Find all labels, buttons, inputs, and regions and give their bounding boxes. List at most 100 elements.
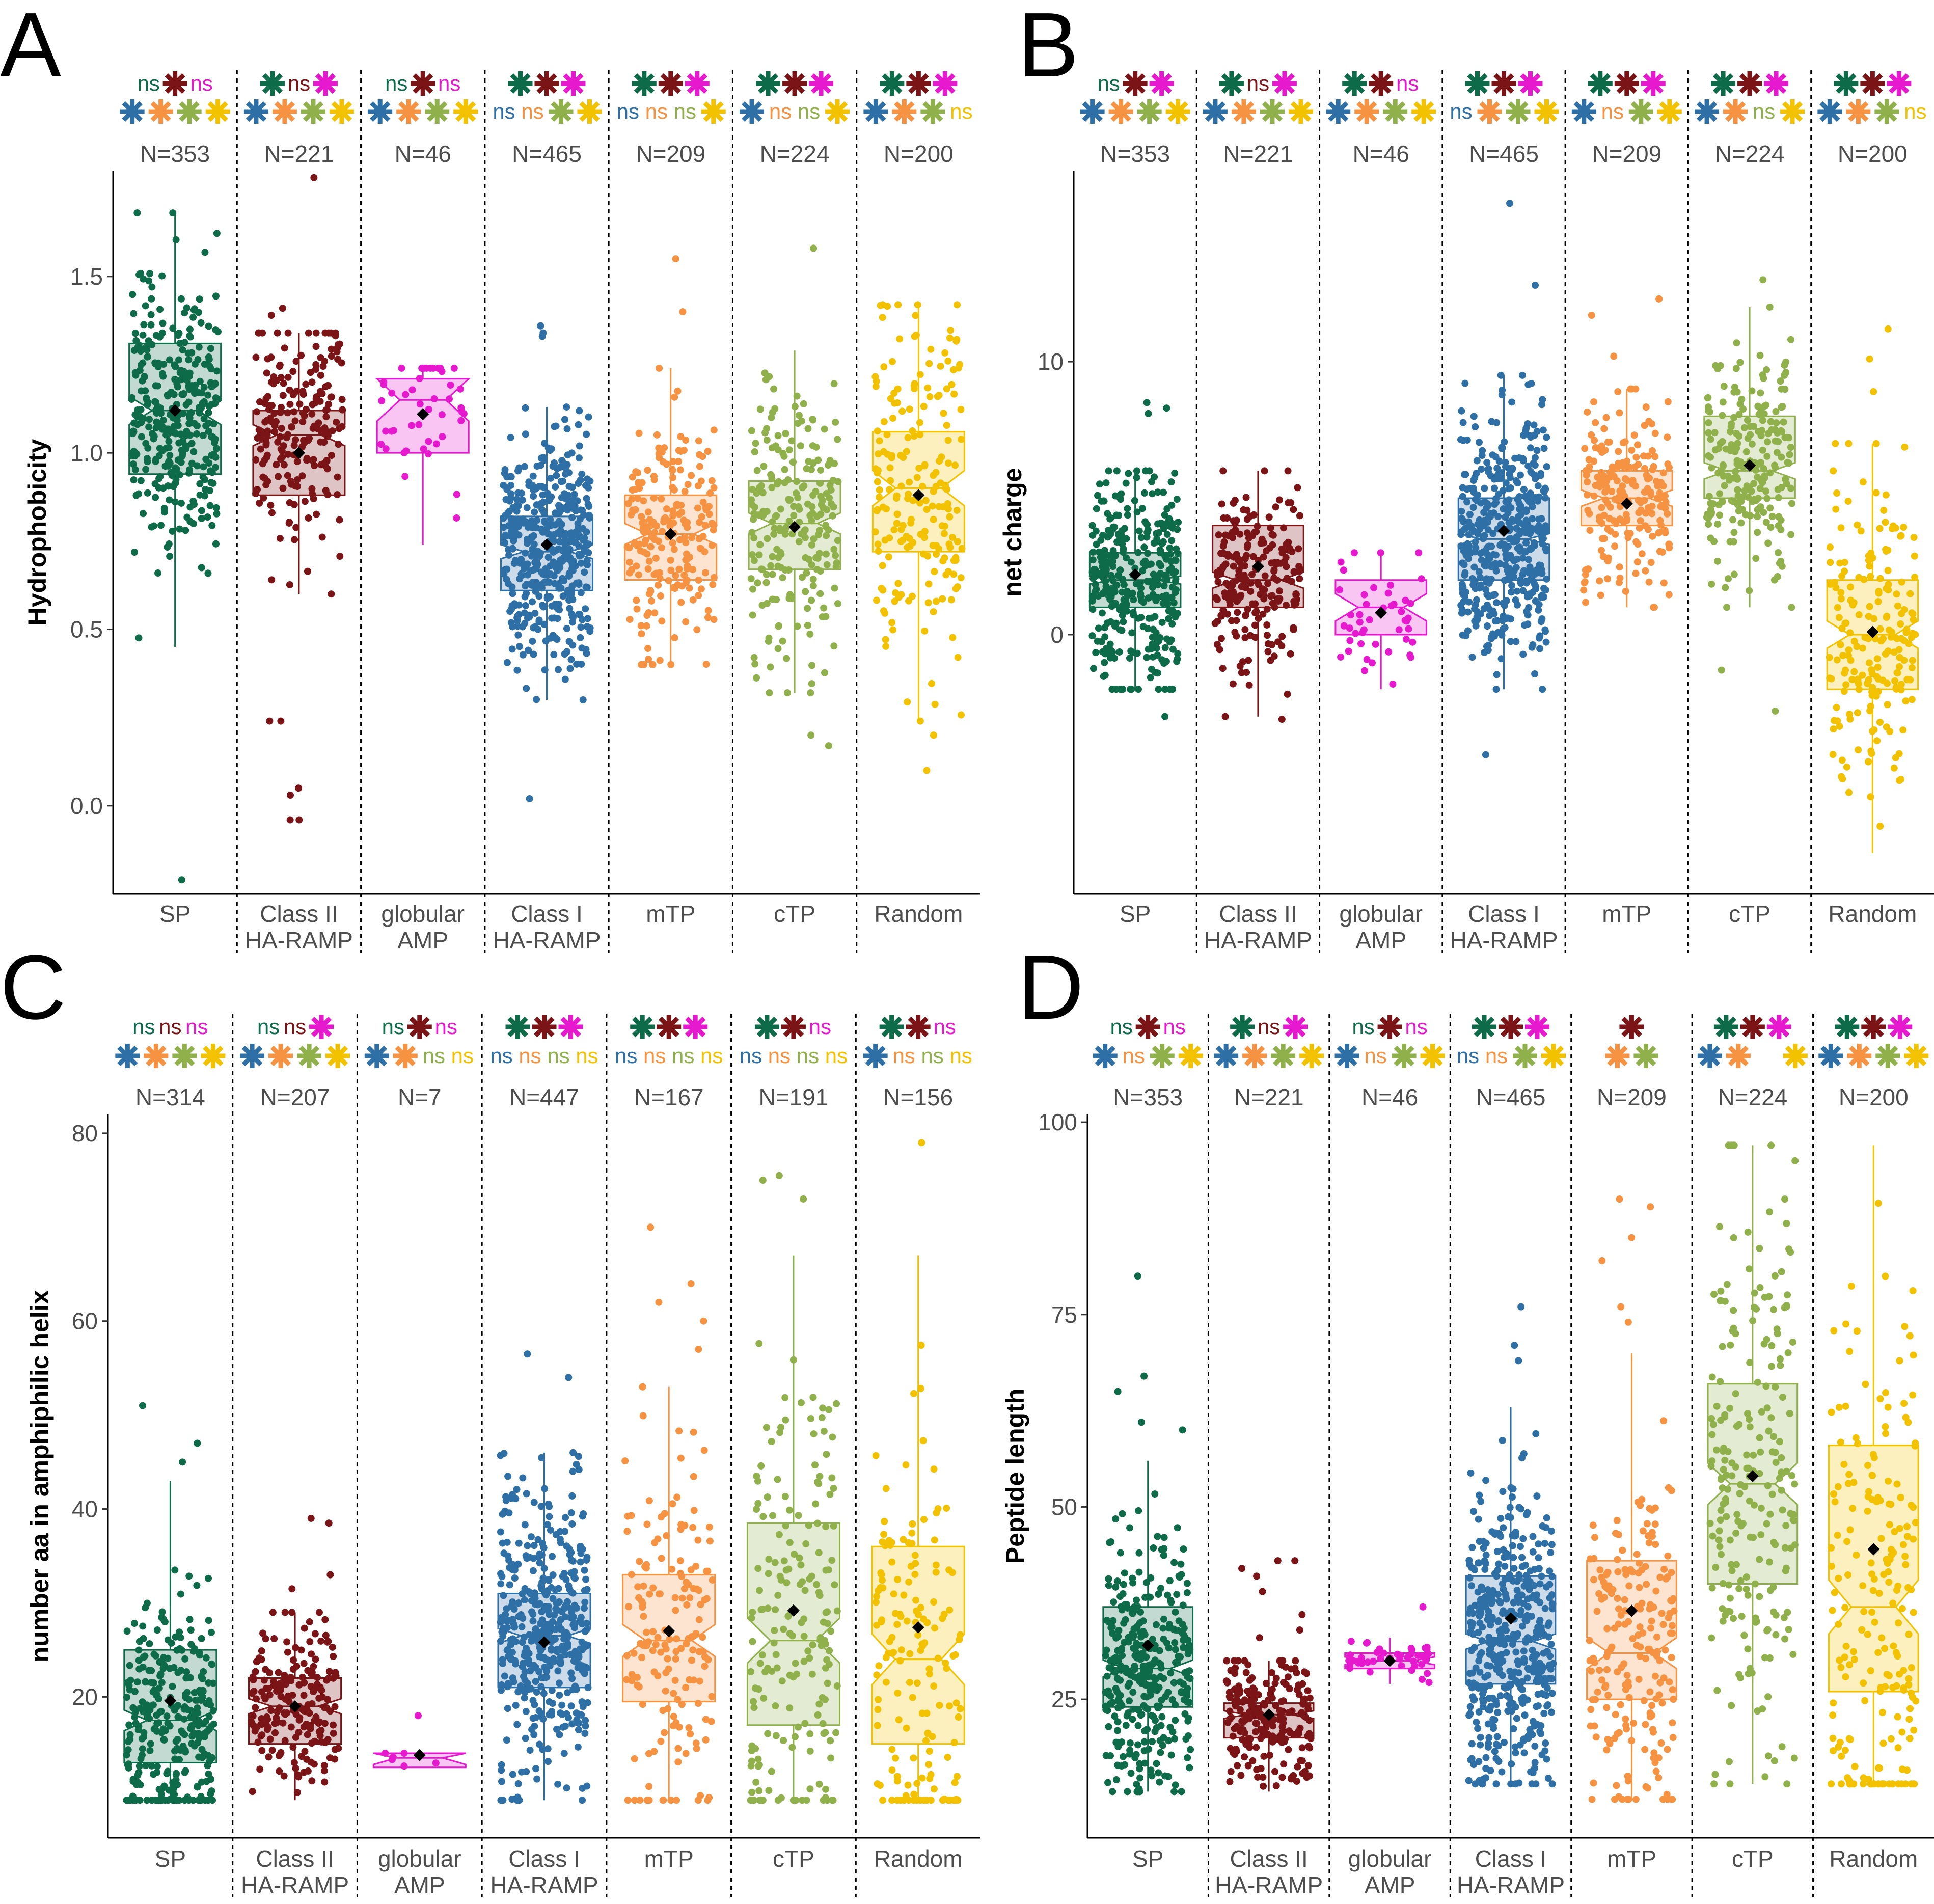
- data-point: [176, 340, 184, 347]
- data-point: [279, 484, 287, 492]
- data-point: [286, 581, 293, 588]
- data-point: [1457, 602, 1465, 609]
- data-point: [677, 433, 685, 441]
- data-point: [775, 554, 782, 561]
- data-point: [1660, 579, 1668, 587]
- data-point: [1630, 431, 1638, 439]
- data-point: [284, 329, 292, 337]
- data-point: [804, 621, 811, 629]
- data-point: [182, 527, 189, 534]
- data-point: [812, 488, 820, 496]
- data-point: [559, 575, 566, 582]
- data-point: [281, 1710, 289, 1718]
- data-point: [1222, 531, 1230, 539]
- data-point: [1649, 532, 1656, 540]
- data-point: [1524, 420, 1532, 427]
- data-point: [554, 666, 562, 673]
- data-point: [575, 480, 582, 487]
- data-point: [501, 1672, 508, 1680]
- data-point: [932, 551, 940, 558]
- data-point: [531, 610, 539, 617]
- data-point: [672, 572, 679, 579]
- asterisk-stroke: [427, 101, 448, 122]
- data-point: [1543, 575, 1550, 583]
- data-point: [682, 437, 690, 444]
- data-point: [140, 1729, 148, 1736]
- data-point: [1772, 407, 1780, 415]
- data-point: [775, 622, 782, 630]
- data-point: [1089, 575, 1097, 582]
- data-point: [182, 1694, 189, 1701]
- data-point: [253, 408, 261, 416]
- data-point: [930, 608, 937, 616]
- data-point: [284, 472, 291, 479]
- data-point: [701, 548, 709, 556]
- data-point: [530, 532, 537, 539]
- data-point: [521, 1596, 528, 1603]
- data-point-outlier: [825, 742, 832, 750]
- data-point: [567, 656, 575, 663]
- data-point: [1141, 518, 1149, 526]
- data-point: [947, 596, 955, 604]
- data-point: [769, 570, 776, 578]
- data-point: [1402, 596, 1409, 604]
- data-point: [180, 1715, 188, 1723]
- data-point: [781, 479, 788, 486]
- data-point: [832, 563, 840, 571]
- data-point: [809, 416, 817, 424]
- significance-ns-label: ns: [547, 1044, 569, 1068]
- data-point: [289, 1692, 296, 1699]
- data-point: [1514, 479, 1521, 487]
- data-point: [1094, 492, 1102, 499]
- data-point: [914, 301, 921, 309]
- data-point: [1296, 512, 1303, 520]
- data-point: [931, 568, 938, 576]
- data-point: [1133, 508, 1141, 516]
- data-point: [260, 1676, 268, 1684]
- data-point: [143, 1797, 151, 1804]
- data-point: [580, 544, 587, 552]
- data-point: [577, 559, 585, 567]
- data-point: [1522, 548, 1530, 556]
- data-point: [305, 514, 312, 522]
- data-point: [802, 554, 809, 562]
- data-point: [207, 1776, 215, 1783]
- significance-asterisk-icon: [825, 99, 850, 124]
- data-point: [1766, 504, 1774, 512]
- data-point: [281, 1609, 289, 1616]
- data-point: [1827, 559, 1834, 566]
- data-point: [1261, 467, 1268, 475]
- data-point: [565, 596, 573, 604]
- data-point: [212, 394, 220, 402]
- data-point: [1619, 439, 1627, 447]
- data-point: [770, 530, 778, 538]
- data-point: [276, 1751, 284, 1758]
- data-point: [913, 474, 921, 481]
- data-point: [1727, 428, 1734, 436]
- data-point: [135, 1646, 143, 1654]
- data-point: [526, 611, 533, 619]
- significance-ns-label: ns: [438, 71, 460, 95]
- data-point: [1762, 519, 1770, 526]
- data-point: [1734, 492, 1742, 500]
- data-point: [793, 392, 801, 400]
- data-point: [171, 1566, 179, 1574]
- data-point: [1908, 609, 1916, 617]
- data-point: [749, 585, 757, 593]
- data-point: [954, 538, 961, 546]
- data-point: [1276, 496, 1284, 504]
- y-tick-label: 40: [72, 1496, 98, 1522]
- data-point: [1832, 505, 1840, 513]
- data-point: [1278, 545, 1286, 553]
- data-point: [174, 1702, 182, 1709]
- significance-asterisk-icon: [1342, 71, 1367, 96]
- data-point: [1137, 534, 1145, 541]
- data-point: [1145, 645, 1152, 653]
- data-point: [290, 442, 298, 449]
- data-point: [809, 576, 817, 583]
- data-point: [779, 450, 787, 457]
- data-point: [183, 513, 191, 521]
- data-point: [153, 1626, 161, 1634]
- significance-asterisk-icon: [1165, 99, 1190, 124]
